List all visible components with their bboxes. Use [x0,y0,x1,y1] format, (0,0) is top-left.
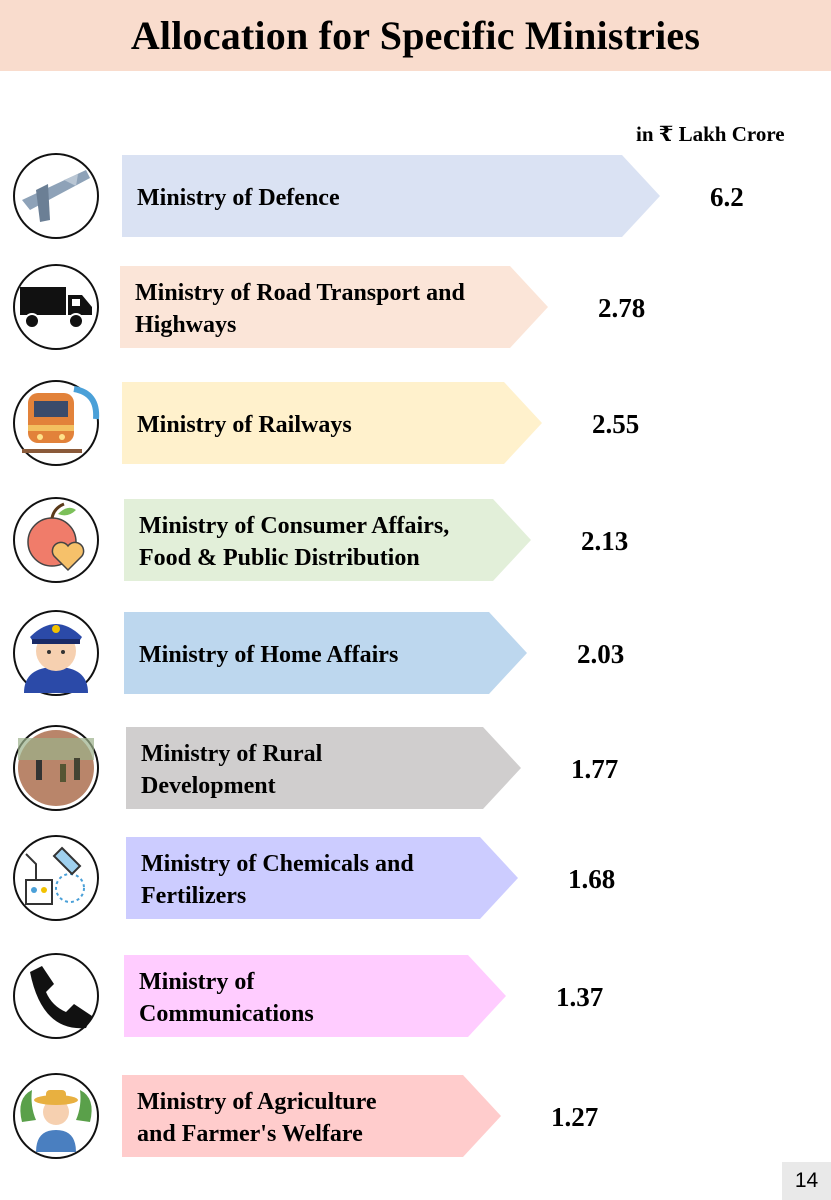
value-label: 2.78 [598,293,645,323]
aircraft-carrier-icon [13,153,99,239]
bar [126,837,518,919]
value-label: 2.13 [581,526,628,556]
category-label: Ministry of Road Transport and [135,280,465,306]
category-label: Ministry of Defence [137,185,340,211]
bar [124,612,527,694]
value-label: 1.37 [556,982,603,1012]
category-label: Ministry of [139,969,255,995]
bar-row: Ministry of Chemicals and Fertilizers 1.68 [13,835,615,921]
apple-heart-icon [13,497,99,583]
bar [122,155,660,237]
value-label: 2.55 [592,409,639,439]
value-label: 1.77 [571,754,618,784]
category-label: Fertilizers [141,883,246,909]
value-label: 1.27 [551,1102,598,1132]
bar-row: Ministry of Agriculture and Farmer's Welf… [13,1073,598,1159]
bar [122,1075,501,1157]
category-label: Ministry of Railways [137,412,352,438]
bar [124,955,506,1037]
bar-row: Ministry of Railways 2.55 [13,380,639,466]
bar-row: Ministry of Road Transport and Highways 2.… [13,264,645,350]
bar [120,266,548,348]
rural-workers-icon [13,725,99,811]
category-label: Communications [139,1001,314,1027]
category-label: Food & Public Distribution [139,545,420,571]
bar [124,499,531,581]
train-icon [13,380,100,466]
bar-row: Ministry of Consumer Affairs, Food & Publ… [13,497,628,583]
police-officer-icon [13,610,99,696]
bar-row: Ministry of Home Affairs 2.03 [13,610,624,696]
category-label: Ministry of Consumer Affairs, [139,513,449,539]
bar-row: Ministry of Communications 1.37 [13,953,603,1039]
page-number: 14 [782,1162,831,1200]
category-label: Ministry of Rural [141,741,323,767]
bar-row: Ministry of Defence 6.2 [13,153,744,239]
value-label: 6.2 [710,182,744,212]
bar-row: Ministry of Rural Development 1.77 [13,725,618,811]
category-label: and Farmer's Welfare [137,1121,363,1147]
category-label: Development [141,773,276,799]
category-label: Highways [135,312,236,338]
value-label: 1.68 [568,864,615,894]
unit-label: in ₹ Lakh Crore [636,122,785,146]
chemistry-lab-icon [13,835,99,921]
bar [122,382,542,464]
telephone-icon [13,953,99,1039]
farmer-icon [13,1073,99,1159]
category-label: Ministry of Agriculture [137,1089,377,1115]
title-banner: Allocation for Specific Ministries [0,0,831,71]
category-label: Ministry of Home Affairs [139,642,398,668]
truck-icon [13,264,99,350]
page-title: Allocation for Specific Ministries [130,13,701,58]
category-label: Ministry of Chemicals and [141,851,414,877]
bar [126,727,521,809]
value-label: 2.03 [577,639,624,669]
